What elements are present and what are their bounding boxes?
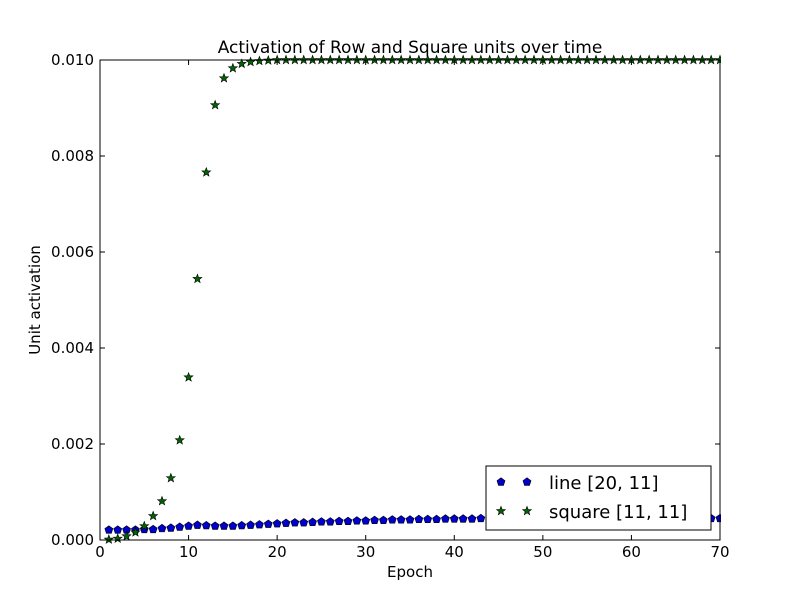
plot-background (100, 60, 720, 540)
line-point (370, 515, 379, 525)
line-point (237, 521, 247, 530)
legend-markers (495, 477, 533, 516)
y-tick-label: 0.010 (51, 51, 94, 69)
plot-area (100, 60, 720, 540)
line-point (228, 521, 238, 530)
line-point (423, 514, 433, 524)
square-point (201, 166, 212, 177)
square-point (147, 510, 159, 521)
square-point (183, 371, 194, 382)
chart-title: Activation of Row and Square units over … (218, 38, 603, 58)
x-tick-label: 0 (95, 543, 105, 561)
line-point (175, 522, 185, 531)
line-point (246, 520, 255, 529)
square-point (103, 534, 115, 544)
y-tick-label: 0.002 (51, 435, 94, 453)
line-point (281, 518, 291, 527)
legend-marker-line (522, 477, 532, 486)
line-point (166, 523, 176, 532)
square-point (174, 434, 185, 445)
x-tick-label: 30 (356, 543, 375, 561)
square-point (227, 62, 239, 73)
x-tick-label: 60 (622, 543, 641, 561)
line-point (352, 516, 362, 525)
line-point (219, 521, 229, 530)
x-tick-label: 10 (179, 543, 198, 561)
y-axis-label: Unit activation (26, 245, 44, 355)
line-point (467, 514, 477, 523)
line-point (441, 514, 450, 523)
line-point (272, 519, 282, 528)
y-tick-label: 0.008 (51, 147, 94, 165)
y-tick-label: 0.000 (51, 531, 94, 549)
line-point (201, 521, 211, 530)
line-point (405, 515, 415, 524)
y-tick-label: 0.006 (51, 243, 94, 261)
legend-label-line: line [20, 11] (549, 473, 659, 494)
line-point (361, 516, 371, 525)
legend-marker-square (495, 505, 507, 516)
square-point (121, 530, 132, 541)
legend: line [20, 11] square [11, 11] (485, 465, 712, 531)
line-point (449, 514, 459, 523)
square-point (165, 472, 177, 483)
square-point (192, 273, 203, 284)
line-point (343, 516, 353, 525)
line-point (334, 516, 344, 525)
y-tick-label: 0.004 (51, 339, 94, 357)
line-point (432, 514, 441, 524)
line-point (458, 514, 468, 523)
line-point (104, 525, 114, 534)
square-point (236, 58, 247, 69)
square-point (218, 72, 230, 83)
line-point (325, 517, 335, 526)
ticks-layer: 0 10 20 30 40 50 60 70 0.000 0.002 0.004 0.006 0.008… (51, 51, 730, 561)
line-point (396, 515, 406, 524)
legend-box (485, 465, 712, 531)
line-point (317, 517, 326, 526)
line-point (308, 517, 317, 526)
x-tick-label: 40 (445, 543, 464, 561)
line-point (476, 513, 486, 523)
x-tick-label: 70 (710, 543, 729, 561)
line-point (290, 518, 300, 527)
plot-frame (99, 59, 721, 541)
square-point (139, 520, 150, 531)
x-axis-label: Epoch (387, 563, 433, 581)
line-point (379, 515, 388, 525)
square-point (254, 55, 265, 66)
line-point (148, 524, 158, 534)
line-point (184, 521, 193, 530)
legend-marker-square (521, 505, 533, 516)
legend-marker-line (496, 477, 506, 486)
square-point (209, 99, 221, 110)
square-point (156, 495, 168, 506)
line-point (193, 520, 202, 529)
legend-label-square: square [11, 11] (549, 502, 687, 523)
line-point (387, 515, 397, 524)
line-point (414, 514, 424, 524)
x-tick-label: 50 (533, 543, 552, 561)
x-tick-label: 20 (268, 543, 287, 561)
line-point (255, 520, 264, 529)
line-point (157, 523, 167, 533)
line-point (299, 518, 309, 527)
square-point (130, 526, 141, 537)
line-point (210, 521, 220, 530)
line-point (263, 519, 273, 528)
